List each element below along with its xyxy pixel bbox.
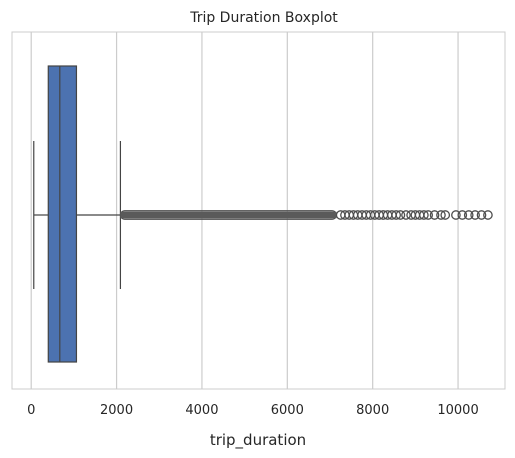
outlier-point: [483, 210, 493, 220]
outlier-point: [401, 210, 411, 220]
outlier-point: [463, 210, 474, 220]
chart-title: Trip Duration Boxplot: [189, 10, 338, 26]
outlier-point: [391, 210, 402, 220]
outlier-point: [419, 210, 429, 220]
outlier-point: [470, 210, 480, 220]
outlier-point: [451, 210, 461, 220]
outlier-point: [440, 210, 451, 220]
outlier-point: [423, 210, 434, 220]
x-tick-labels: 0 2000 4000 6000 8000 10000: [27, 403, 479, 418]
x-tick-label: 4000: [185, 403, 218, 418]
x-tick-label: 10000: [437, 403, 478, 418]
outlier-point: [457, 210, 468, 220]
x-tick-label: 8000: [356, 403, 389, 418]
x-tick-label: 6000: [271, 403, 304, 418]
outlier-point: [395, 210, 406, 220]
grid-lines: [30, 32, 459, 389]
iqr-box: [47, 65, 78, 363]
outlier-point: [436, 210, 446, 220]
outlier-point: [476, 210, 487, 220]
x-tick-label: 0: [27, 403, 35, 418]
x-axis-label: trip_duration: [210, 431, 306, 450]
outlier-point: [429, 210, 440, 220]
outliers: [119, 210, 493, 220]
x-tick-label: 2000: [100, 403, 133, 418]
